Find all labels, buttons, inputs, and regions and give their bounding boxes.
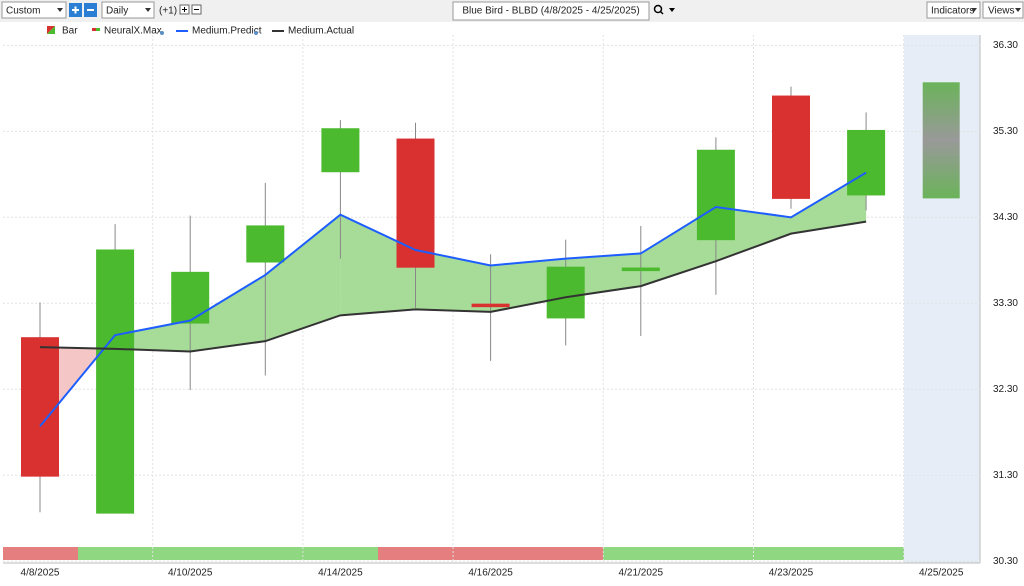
candle-body — [546, 266, 585, 319]
dropdown-arrow — [1015, 8, 1021, 12]
search-icon[interactable] — [653, 4, 663, 14]
signal-strip — [378, 547, 603, 560]
candle-body — [21, 337, 59, 477]
y-tick-label: 31.30 — [993, 470, 1018, 481]
spread-area — [340, 214, 416, 316]
dropdown-arrow — [971, 8, 977, 12]
legend-swatch — [92, 28, 96, 31]
legend-label: NeuralX.Max — [104, 26, 162, 37]
indicators-label: Indicators — [931, 6, 974, 17]
views-button[interactable] — [982, 1, 1024, 19]
legend-swatch — [47, 26, 55, 34]
dropdown-arrow — [57, 8, 63, 12]
legend-swatch — [96, 28, 100, 31]
series-line — [39, 220, 867, 353]
plus-icon — [72, 6, 79, 14]
symbol-label: Blue Bird - BLBD (4/8/2025 - 4/25/2025) — [462, 6, 639, 17]
symbol-box[interactable] — [452, 1, 650, 21]
y-tick-label: 34.30 — [993, 212, 1018, 223]
y-tick-label: 36.30 — [993, 40, 1018, 51]
x-tick-label: 4/23/2025 — [769, 568, 814, 579]
step-label: (+1) — [159, 6, 177, 17]
x-tick-label: 4/14/2025 — [318, 568, 363, 579]
candle-body — [621, 267, 660, 272]
indicators-button[interactable] — [926, 1, 981, 19]
views-label: Views — [988, 6, 1015, 17]
y-tick-label: 35.30 — [993, 126, 1018, 137]
candle-body — [321, 128, 360, 173]
x-tick-label: 4/16/2025 — [468, 568, 513, 579]
candle-body — [772, 95, 810, 199]
legend-label: Bar — [62, 26, 78, 37]
y-tick-label: 30.30 — [993, 556, 1018, 567]
signal-strip — [603, 547, 904, 560]
signal-strip — [78, 547, 378, 560]
candle-body — [396, 138, 435, 268]
candle-body — [471, 303, 510, 308]
signal-strip — [3, 547, 78, 560]
candle-body — [246, 225, 285, 263]
spread-area — [190, 274, 266, 352]
plus-icon — [182, 7, 187, 12]
dropdown-arrow[interactable] — [669, 8, 675, 12]
x-tick-label: 4/25/2025 — [919, 568, 964, 579]
candle-body — [847, 129, 886, 196]
spread-area — [265, 214, 341, 342]
x-tick-label: 4/10/2025 — [168, 568, 213, 579]
interval-select[interactable] — [101, 1, 155, 19]
legend-dot — [254, 31, 258, 35]
candle-body — [96, 249, 135, 514]
y-tick-label: 33.30 — [993, 298, 1018, 309]
x-tick-label: 4/21/2025 — [619, 568, 664, 579]
interval-label: Daily — [106, 6, 128, 17]
range-label: Custom — [6, 6, 40, 17]
range-select[interactable] — [1, 1, 67, 19]
legend: Bar NeuralX.Max Medium.Predict Medium.Act… — [47, 26, 354, 37]
candle-body — [171, 271, 210, 324]
legend-label: Medium.Actual — [288, 26, 354, 37]
search-icon-handle — [659, 10, 664, 15]
y-tick-label: 32.30 — [993, 384, 1018, 395]
dropdown-arrow — [145, 8, 151, 12]
x-tick-label: 4/8/2025 — [21, 568, 60, 579]
legend-dot — [160, 31, 164, 35]
legend-label: Medium.Predict — [192, 26, 262, 37]
forecast-box — [922, 82, 960, 199]
series-line — [39, 171, 867, 427]
candle-body — [696, 149, 735, 241]
